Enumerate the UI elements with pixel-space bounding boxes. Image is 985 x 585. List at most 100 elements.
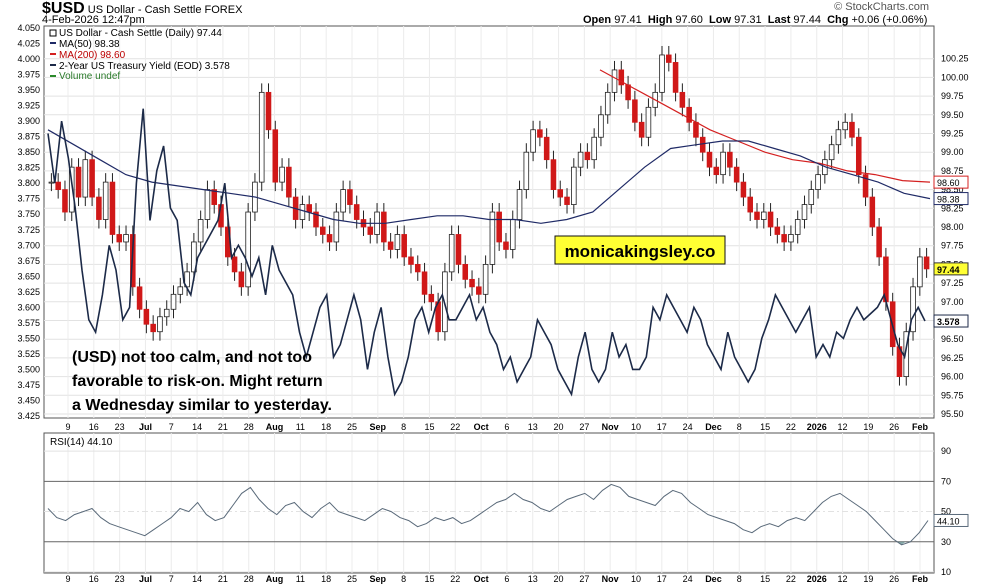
candle-body <box>632 99 638 123</box>
rsi-date-tick-label: 15 <box>424 574 434 584</box>
rsi-date-tick-label: Jul <box>139 574 152 584</box>
date-tick-label: 6 <box>504 422 509 432</box>
last-value: 97.44 <box>793 14 821 26</box>
candle-body <box>245 211 251 288</box>
date-tick-label: Oct <box>474 422 489 432</box>
rsi-date-tick-label: Dec <box>705 574 722 584</box>
rsi-tick-label: 50 <box>941 507 951 517</box>
ma50-tag: 98.38 <box>937 195 960 205</box>
yield-tick-label: 3.500 <box>17 364 40 374</box>
rsi-date-tick-label: 13 <box>528 574 538 584</box>
ma50-tag-box <box>933 192 969 206</box>
open-label: Open <box>583 14 612 26</box>
candle-body <box>428 293 435 303</box>
annotation-line3: a Wednesday similar to yesterday. <box>72 397 332 414</box>
legend-ma50: MA(50) 98.38 <box>59 39 120 50</box>
price-tick-label: 98.00 <box>941 222 964 232</box>
candle-body <box>645 106 652 138</box>
yield-tick-label: 3.575 <box>17 318 40 328</box>
date-tick-label: 24 <box>683 422 693 432</box>
ma200-line <box>599 69 931 183</box>
chg-label: Chg <box>827 14 849 26</box>
date-tick-label: 19 <box>863 422 873 432</box>
date-tick-label: 28 <box>244 422 254 432</box>
candle-body <box>353 204 360 220</box>
legend-main: US Dollar - Cash Settle (Daily) 97.44 <box>59 28 222 39</box>
yield-tick-label: 3.925 <box>17 101 40 111</box>
price-tick-label: 95.75 <box>941 390 964 400</box>
price-tick-label: 100.25 <box>941 54 969 64</box>
date-tick-label: 18 <box>321 422 331 432</box>
price-tick-label: 99.75 <box>941 91 964 101</box>
date-tick-label: 11 <box>296 422 305 432</box>
candle-body <box>747 196 753 213</box>
candle-body <box>347 189 353 205</box>
candle-body <box>489 211 496 265</box>
candle-body <box>699 136 706 153</box>
candle-body <box>150 323 156 333</box>
date-tick-label: Jul <box>139 422 152 432</box>
ma50-line <box>47 129 931 224</box>
candle-body <box>211 189 217 205</box>
date-tick-label: 8 <box>737 422 742 432</box>
candle-body <box>157 316 163 333</box>
candle-body <box>394 234 401 250</box>
yield-tick-label: 3.775 <box>17 194 40 204</box>
date-tick-label: 21 <box>218 422 228 432</box>
rsi-date-tick-label: 24 <box>683 574 693 584</box>
candle-body <box>767 211 774 228</box>
yield-tick-label: 4.000 <box>17 54 40 64</box>
candle-body <box>686 106 692 123</box>
last-label: Last <box>767 14 791 26</box>
candle-body <box>177 286 184 295</box>
candle-body <box>537 129 543 138</box>
rsi-date-tick-label: 12 <box>838 574 848 584</box>
yield-tick-label: 3.975 <box>17 70 40 80</box>
candle-body <box>313 211 319 228</box>
date-tick-label: Aug <box>266 422 284 432</box>
yield-tick-label: 3.825 <box>17 163 40 173</box>
yield-tick-label: 3.450 <box>17 395 40 405</box>
rsi-date-tick-label: 15 <box>760 574 770 584</box>
candle-body <box>191 241 197 273</box>
rsi-date-tick-label: 23 <box>115 574 125 584</box>
candle-body <box>835 129 842 146</box>
candle-body <box>401 234 407 258</box>
yield-tag-box <box>933 314 969 328</box>
rsi-tick-label: 90 <box>941 446 951 456</box>
rsi-date-tick-label: Sep <box>370 574 387 584</box>
candle-body <box>509 219 516 250</box>
rsi-date-tick-label: 28 <box>244 574 254 584</box>
date-tick-label: 15 <box>424 422 434 432</box>
rsi-tick-label: 30 <box>941 537 951 547</box>
candle-body <box>333 211 340 243</box>
rsi-tick-label: 70 <box>941 476 951 486</box>
candle-body <box>75 166 82 198</box>
price-tick-label: 95.50 <box>941 409 964 419</box>
price-tick-label: 97.25 <box>941 278 964 288</box>
candle-body <box>815 174 821 190</box>
candle-body <box>530 129 536 153</box>
candle-body <box>774 226 781 235</box>
candle-body <box>618 69 625 86</box>
date-tick-label: 15 <box>760 422 770 432</box>
rsi-date-tick-label: 25 <box>347 574 357 584</box>
candle-body <box>204 189 211 220</box>
date-tick-label: Feb <box>912 422 929 432</box>
candle-body <box>740 181 747 198</box>
candle-body <box>462 263 469 280</box>
rsi-date-tick-label: 27 <box>579 574 589 584</box>
price-tick-label: 98.50 <box>941 185 964 195</box>
candle-body <box>788 234 794 243</box>
candle-body <box>808 189 815 205</box>
price-tick-label: 96.25 <box>941 353 964 363</box>
candle-body <box>862 174 869 198</box>
candle-body <box>543 136 550 161</box>
rsi-date-tick-label: 9 <box>65 574 70 584</box>
candle-body <box>917 256 923 288</box>
candle-body <box>672 62 679 93</box>
yield-tick-label: 3.525 <box>17 349 40 359</box>
candle-body <box>381 211 387 243</box>
candle-body <box>116 234 123 243</box>
date-tick-label: Dec <box>705 422 722 432</box>
